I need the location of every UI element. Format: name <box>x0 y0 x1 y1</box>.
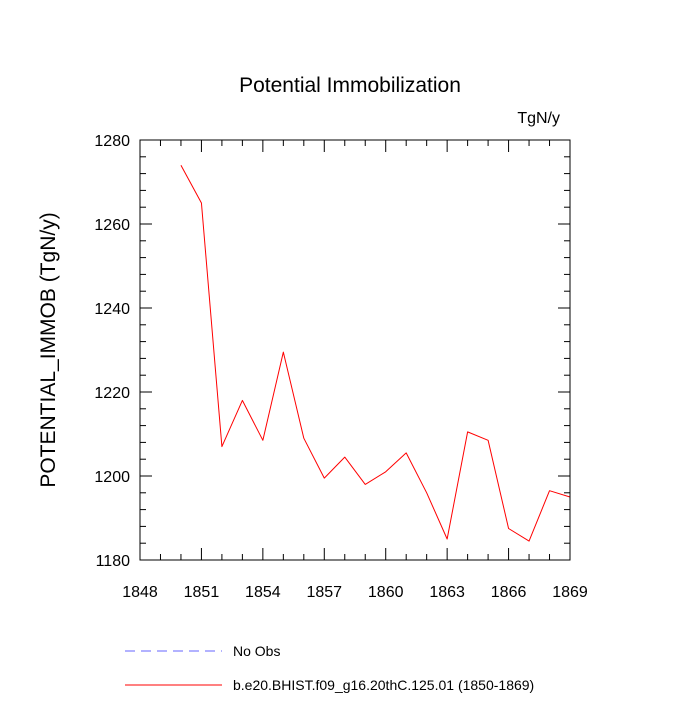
x-tick-label: 1863 <box>429 584 465 601</box>
plot-frame <box>139 139 571 561</box>
y-tick-label: 1240 <box>94 301 130 318</box>
y-tick-label: 1220 <box>94 385 130 402</box>
y-tick-label: 1180 <box>96 553 131 570</box>
x-tick-label: 1854 <box>245 584 281 601</box>
x-tick-label: 1869 <box>552 584 588 601</box>
legend-label: b.e20.BHIST.f09_g16.20thC.125.01 (1850-1… <box>233 677 534 693</box>
x-tick-label: 1851 <box>184 584 220 601</box>
x-tick-label: 1848 <box>122 584 158 601</box>
y-tick-label: 1200 <box>94 469 130 486</box>
x-tick-label: 1857 <box>306 584 342 601</box>
legend-label: No Obs <box>233 643 280 659</box>
axis-ticks: 1848 1851 1854 1857 1860 1863 1866 1869 1180 1200… <box>94 133 587 601</box>
chart-title: Potential Immobilization <box>239 74 461 97</box>
y-tick-label: 1260 <box>94 217 130 234</box>
units-label: TgN/y <box>517 110 560 127</box>
x-tick-label: 1866 <box>491 584 527 601</box>
y-tick-label: 1280 <box>94 133 130 150</box>
x-tick-label: 1860 <box>368 584 404 601</box>
legend: No Obs b.e20.BHIST.f09_g16.20thC.125.01 (… <box>125 643 534 693</box>
series-line-1 <box>180 164 571 542</box>
series-lines <box>180 164 571 542</box>
y-axis-label: POTENTIAL_IMMOB (TgN/y) <box>37 212 60 487</box>
